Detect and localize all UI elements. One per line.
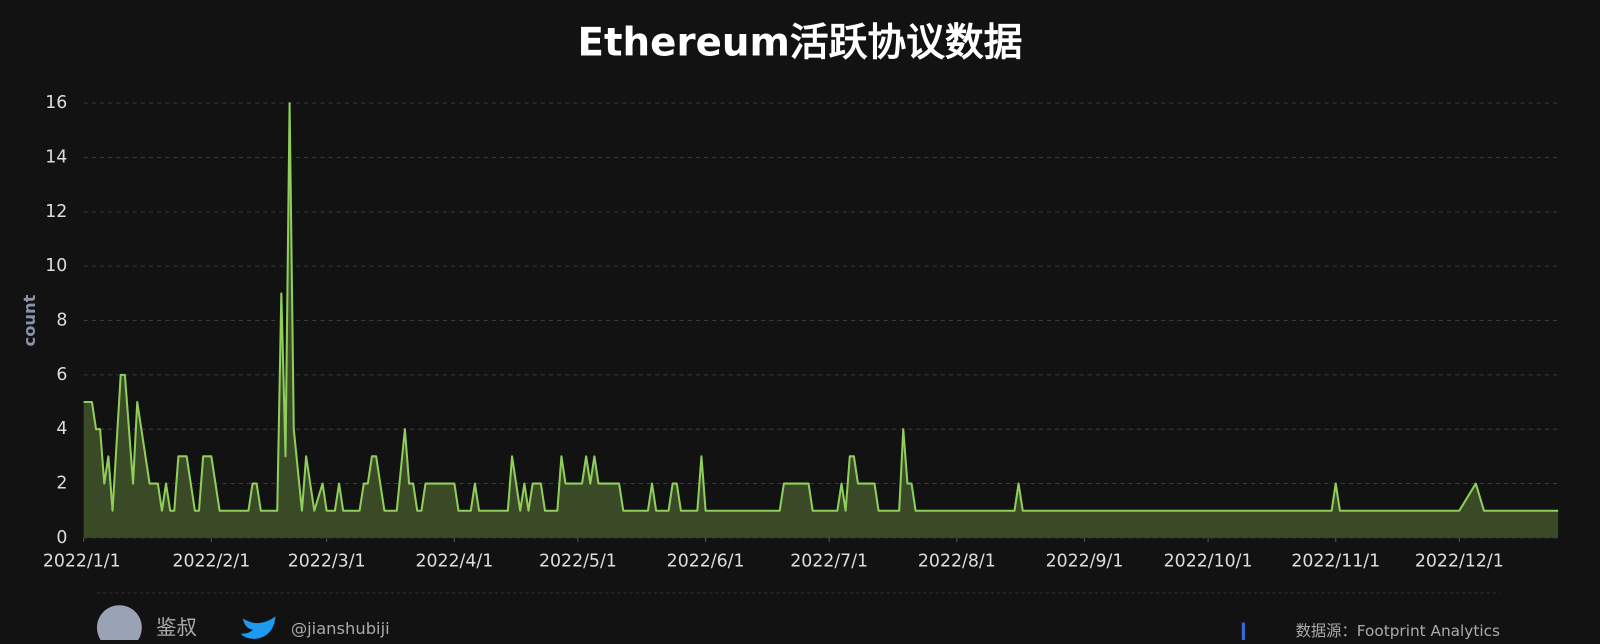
y-tick-label: 0 (56, 528, 67, 548)
author: 鉴叔 (156, 616, 197, 640)
x-tick-label: 2022/3/1 (288, 551, 366, 571)
y-tick-label: 2 (56, 474, 67, 494)
y-axis-label: count (20, 294, 39, 346)
x-tick-label: 2022/8/1 (918, 551, 996, 571)
x-tick-label: 2022/7/1 (790, 551, 868, 571)
x-tick-label: 2022/11/1 (1291, 551, 1380, 571)
x-tick-label: 2022/1/1 (43, 551, 121, 571)
handle: @jianshubiji (291, 619, 390, 638)
twitter-icon (240, 616, 276, 639)
x-tick-label: 2022/5/1 (539, 551, 617, 571)
y-tick-label: 14 (45, 148, 67, 168)
chart-title: Ethereum活跃协议数据 (578, 20, 1023, 65)
line (83, 102, 1559, 512)
x-tick-label: 2022/4/1 (415, 551, 493, 571)
avatar (96, 605, 142, 644)
y-tick-label: 8 (56, 311, 67, 331)
x-tick-label: 2022/6/1 (667, 551, 745, 571)
y-tick-label: 6 (56, 365, 67, 385)
y-tick-label: 12 (45, 202, 67, 222)
source: 数据源：Footprint Analytics (1296, 622, 1500, 640)
y-tick-label: 4 (56, 419, 67, 439)
x-tick-label: 2022/12/1 (1415, 551, 1504, 571)
y-tick-label: 10 (45, 256, 67, 276)
x-tick-label: 2022/10/1 (1164, 551, 1253, 571)
y-tick-label: 16 (45, 93, 67, 113)
x-tick-label: 2022/2/1 (172, 551, 250, 571)
source-marker (1241, 622, 1245, 640)
x-tick-label: 2022/9/1 (1046, 551, 1124, 571)
